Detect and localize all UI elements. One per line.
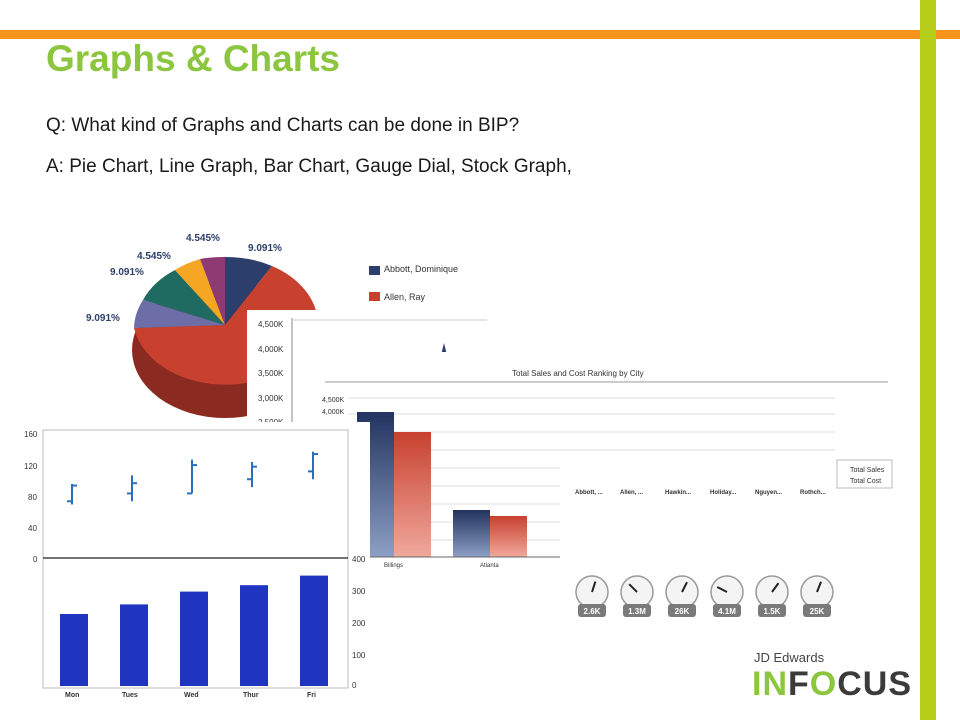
tick-label: 300 [352,587,366,596]
tick-label: 40 [28,524,37,533]
tick-label: 0 [33,555,38,564]
bar-wed [180,591,208,686]
legend-label: Allen, Ray [384,292,426,302]
logo-o: O [809,665,838,703]
tick-label: 4,000K [322,409,345,416]
gauge-value: 1.3M [628,607,646,616]
gauge-label: Rothch... [800,490,826,496]
tick-label: 200 [352,619,366,628]
chart-title: Total Sales and Cost Ranking by City [512,369,644,378]
answer-text: A: Pie Chart, Line Graph, Bar Chart, Gau… [46,156,572,177]
stock-bar-panel: 160 120 80 40 0 400 300 200 100 0 Mon Tu… [8,422,370,720]
pie-label: 9.091% [110,267,144,278]
gauge-needle [681,581,688,593]
category-label: Thur [243,692,259,699]
category-label: Tues [122,692,138,699]
gauge-needle [628,583,638,593]
gauge-label: Allen, ... [620,490,643,496]
bar-fri [300,575,328,686]
gauge-value-box [578,604,606,617]
gauge-needle [716,586,728,593]
tick-label: 3,500K [258,369,284,378]
gauge-label: Abbott, ... [575,490,603,496]
tick-label: 4,500K [258,320,284,329]
bar-thur [240,585,268,686]
gauge-value-box [758,604,786,617]
gauge-needle [591,581,597,593]
gauge-label: Hawkin... [665,490,691,496]
question-text: Q: What kind of Graphs and Charts can be… [46,115,520,136]
gauge-value: 4.1M [718,607,736,616]
tick-label: 80 [28,493,37,502]
logo-f: F [788,665,810,703]
legend-label: Abbott, Dominique [384,264,458,274]
gauge-value-box [623,604,651,617]
category-label: Wed [184,692,199,699]
pie-slice-6 [200,256,225,325]
gauge-value: 26K [675,607,690,616]
category-label: Billings [384,563,403,569]
tick-label: 100 [352,651,366,660]
slide-title: Graphs & Charts [46,38,341,79]
gauge-label: Holiday... [710,490,737,496]
pie-slice-4 [143,270,225,325]
gauge-value-box [668,604,696,617]
pie-slice-5 [175,259,225,325]
gauge-panel: Abbott, ... 2.6K Allen, ... 1.3M Hawkin... 26… [560,462,835,617]
logo-jd-edwards: JD Edwards [754,650,825,665]
tick-label: 4,500K [322,397,345,404]
category-label: Atlanta [480,563,499,569]
pie-label: 4.545% [186,233,220,244]
gauge-value: 2.6K [584,607,601,616]
tick-label: 4,000K [258,345,284,354]
pie-slice-abbott [225,256,272,325]
legend-label: Total Sales [850,467,885,474]
logo-cus: CUS [837,665,913,703]
bar-billings-cost [394,432,431,557]
pie-label: 9.091% [248,243,282,254]
tick-label: 0 [352,681,357,690]
gauge-label: Nguyen... [755,490,782,496]
gauge-needle [771,582,780,593]
bar-mon [60,614,88,686]
bar-atlanta-cost [490,516,527,557]
gauge-value: 25K [810,607,825,616]
pie-label: 4.545% [137,251,171,262]
tick-label: 120 [24,462,38,471]
bar-atlanta-sales [453,510,490,557]
logo-infocus: INFOCUS [752,665,912,704]
tick-label: 400 [352,555,366,564]
gauge-value-box [713,604,741,617]
pie-slice-3 [134,300,225,328]
gauge-value-box [803,604,831,617]
gauge-needle [816,581,822,593]
legend-swatch-allen [369,292,380,301]
legend-swatch-abbott [369,266,380,275]
gauge-value: 1.5K [764,607,781,616]
logo-in: IN [752,665,788,703]
tick-label: 3,000K [258,394,284,403]
orange-header-bar [0,30,960,39]
bar-tues [120,604,148,686]
tick-label: 160 [24,430,38,439]
pie-label: 9.091% [86,313,120,324]
green-side-bar [920,0,936,720]
legend-label: Total Cost [850,478,881,485]
category-label: Mon [65,692,79,699]
category-label: Fri [307,692,316,699]
